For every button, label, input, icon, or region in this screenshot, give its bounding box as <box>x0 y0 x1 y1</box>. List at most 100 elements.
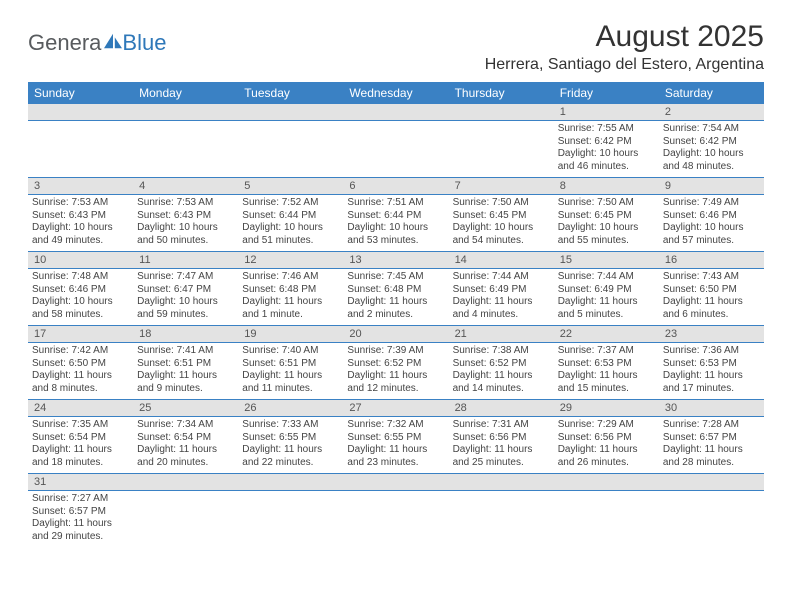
day-header-cell: Tuesday <box>238 82 343 104</box>
week-info-row: Sunrise: 7:55 AMSunset: 6:42 PMDaylight:… <box>28 121 764 178</box>
day-number: 30 <box>659 400 764 416</box>
day-info: Sunrise: 7:35 AMSunset: 6:54 PMDaylight:… <box>28 417 133 473</box>
daylight-text: Daylight: 11 hours and 9 minutes. <box>137 370 234 395</box>
daylight-text: Daylight: 11 hours and 25 minutes. <box>453 444 550 469</box>
day-number: 17 <box>28 326 133 342</box>
day-header-cell: Sunday <box>28 82 133 104</box>
day-info: Sunrise: 7:42 AMSunset: 6:50 PMDaylight:… <box>28 343 133 399</box>
empty-cell <box>343 474 448 490</box>
logo: Genera Blue <box>28 20 166 56</box>
empty-cell <box>238 104 343 120</box>
sunset-text: Sunset: 6:50 PM <box>32 358 129 371</box>
sunrise-text: Sunrise: 7:31 AM <box>453 419 550 432</box>
sail-icon <box>102 30 124 56</box>
sunrise-text: Sunrise: 7:42 AM <box>32 345 129 358</box>
sunrise-text: Sunrise: 7:37 AM <box>558 345 655 358</box>
day-number: 29 <box>554 400 659 416</box>
sunset-text: Sunset: 6:46 PM <box>32 284 129 297</box>
day-info: Sunrise: 7:52 AMSunset: 6:44 PMDaylight:… <box>238 195 343 251</box>
daylight-text: Daylight: 11 hours and 14 minutes. <box>453 370 550 395</box>
sunset-text: Sunset: 6:50 PM <box>663 284 760 297</box>
sunset-text: Sunset: 6:44 PM <box>242 210 339 223</box>
sunrise-text: Sunrise: 7:44 AM <box>558 271 655 284</box>
sunset-text: Sunset: 6:49 PM <box>558 284 655 297</box>
day-number: 8 <box>554 178 659 194</box>
week-daynum-row: 24252627282930 <box>28 400 764 417</box>
day-number: 10 <box>28 252 133 268</box>
daylight-text: Daylight: 11 hours and 28 minutes. <box>663 444 760 469</box>
daylight-text: Daylight: 11 hours and 4 minutes. <box>453 296 550 321</box>
day-info: Sunrise: 7:33 AMSunset: 6:55 PMDaylight:… <box>238 417 343 473</box>
daylight-text: Daylight: 10 hours and 55 minutes. <box>558 222 655 247</box>
title-block: August 2025 Herrera, Santiago del Estero… <box>485 20 764 74</box>
day-info: Sunrise: 7:55 AMSunset: 6:42 PMDaylight:… <box>554 121 659 177</box>
sunset-text: Sunset: 6:45 PM <box>453 210 550 223</box>
sunrise-text: Sunrise: 7:53 AM <box>32 197 129 210</box>
day-number: 1 <box>554 104 659 120</box>
empty-cell <box>133 121 238 177</box>
week-daynum-row: 12 <box>28 104 764 121</box>
sunset-text: Sunset: 6:54 PM <box>137 432 234 445</box>
sunset-text: Sunset: 6:57 PM <box>32 506 129 519</box>
day-info: Sunrise: 7:36 AMSunset: 6:53 PMDaylight:… <box>659 343 764 399</box>
day-header-cell: Saturday <box>659 82 764 104</box>
sunrise-text: Sunrise: 7:35 AM <box>32 419 129 432</box>
sunset-text: Sunset: 6:55 PM <box>242 432 339 445</box>
day-number: 4 <box>133 178 238 194</box>
day-info: Sunrise: 7:50 AMSunset: 6:45 PMDaylight:… <box>554 195 659 251</box>
sunset-text: Sunset: 6:45 PM <box>558 210 655 223</box>
sunrise-text: Sunrise: 7:43 AM <box>663 271 760 284</box>
week-info-row: Sunrise: 7:48 AMSunset: 6:46 PM Daylight:… <box>28 269 764 326</box>
day-number: 12 <box>238 252 343 268</box>
sunrise-text: Sunrise: 7:34 AM <box>137 419 234 432</box>
day-info: Sunrise: 7:34 AMSunset: 6:54 PMDaylight:… <box>133 417 238 473</box>
day-info: Sunrise: 7:39 AMSunset: 6:52 PMDaylight:… <box>343 343 448 399</box>
sunset-text: Sunset: 6:52 PM <box>347 358 444 371</box>
daylight-text: Daylight: 10 hours and 53 minutes. <box>347 222 444 247</box>
sunset-text: Sunset: 6:47 PM <box>137 284 234 297</box>
day-number: 19 <box>238 326 343 342</box>
day-info: Sunrise: 7:31 AMSunset: 6:56 PMDaylight:… <box>449 417 554 473</box>
sunset-text: Sunset: 6:46 PM <box>663 210 760 223</box>
day-info: Sunrise: 7:41 AMSunset: 6:51 PMDaylight:… <box>133 343 238 399</box>
sunset-text: Sunset: 6:51 PM <box>242 358 339 371</box>
sunset-text: Sunset: 6:48 PM <box>347 284 444 297</box>
sunset-text: Sunset: 6:43 PM <box>137 210 234 223</box>
day-header-cell: Wednesday <box>343 82 448 104</box>
day-info: Sunrise: 7:47 AMSunset: 6:47 PMDaylight:… <box>133 269 238 325</box>
sunrise-text: Sunrise: 7:36 AM <box>663 345 760 358</box>
location: Herrera, Santiago del Estero, Argentina <box>485 56 764 74</box>
daylight-text: Daylight: 10 hours and 48 minutes. <box>663 148 760 173</box>
sunrise-text: Sunrise: 7:41 AM <box>137 345 234 358</box>
daylight-text: Daylight: 11 hours and 26 minutes. <box>558 444 655 469</box>
sunrise-text: Sunrise: 7:38 AM <box>453 345 550 358</box>
day-info: Sunrise: 7:44 AMSunset: 6:49 PMDaylight:… <box>554 269 659 325</box>
sunrise-text: Sunrise: 7:48 AM <box>32 271 129 284</box>
day-number: 24 <box>28 400 133 416</box>
empty-cell <box>28 121 133 177</box>
day-number: 15 <box>554 252 659 268</box>
week-info-row: Sunrise: 7:35 AM Sunset: 6:54 PM Daylight:… <box>28 417 764 474</box>
day-number: 6 <box>343 178 448 194</box>
sunset-text: Sunset: 6:43 PM <box>32 210 129 223</box>
sunset-text: Sunset: 6:42 PM <box>558 136 655 149</box>
day-header-cell: Monday <box>133 82 238 104</box>
empty-cell <box>133 104 238 120</box>
sunrise-text: Sunrise: 7:27 AM <box>32 493 129 506</box>
empty-cell <box>449 491 554 547</box>
empty-cell <box>554 491 659 547</box>
month-title: August 2025 <box>485 20 764 54</box>
week-daynum-row: 10111213141516 <box>28 252 764 269</box>
empty-cell <box>449 104 554 120</box>
sunrise-text: Sunrise: 7:45 AM <box>347 271 444 284</box>
empty-cell <box>238 474 343 490</box>
sunrise-text: Sunrise: 7:32 AM <box>347 419 444 432</box>
empty-cell <box>449 121 554 177</box>
sunrise-text: Sunrise: 7:47 AM <box>137 271 234 284</box>
day-info: Sunrise: 7:48 AMSunset: 6:46 PMDaylight:… <box>28 269 133 325</box>
daylight-text: Daylight: 10 hours and 59 minutes. <box>137 296 234 321</box>
sunrise-text: Sunrise: 7:49 AM <box>663 197 760 210</box>
daylight-text: Daylight: 11 hours and 17 minutes. <box>663 370 760 395</box>
empty-cell <box>133 491 238 547</box>
day-number: 18 <box>133 326 238 342</box>
